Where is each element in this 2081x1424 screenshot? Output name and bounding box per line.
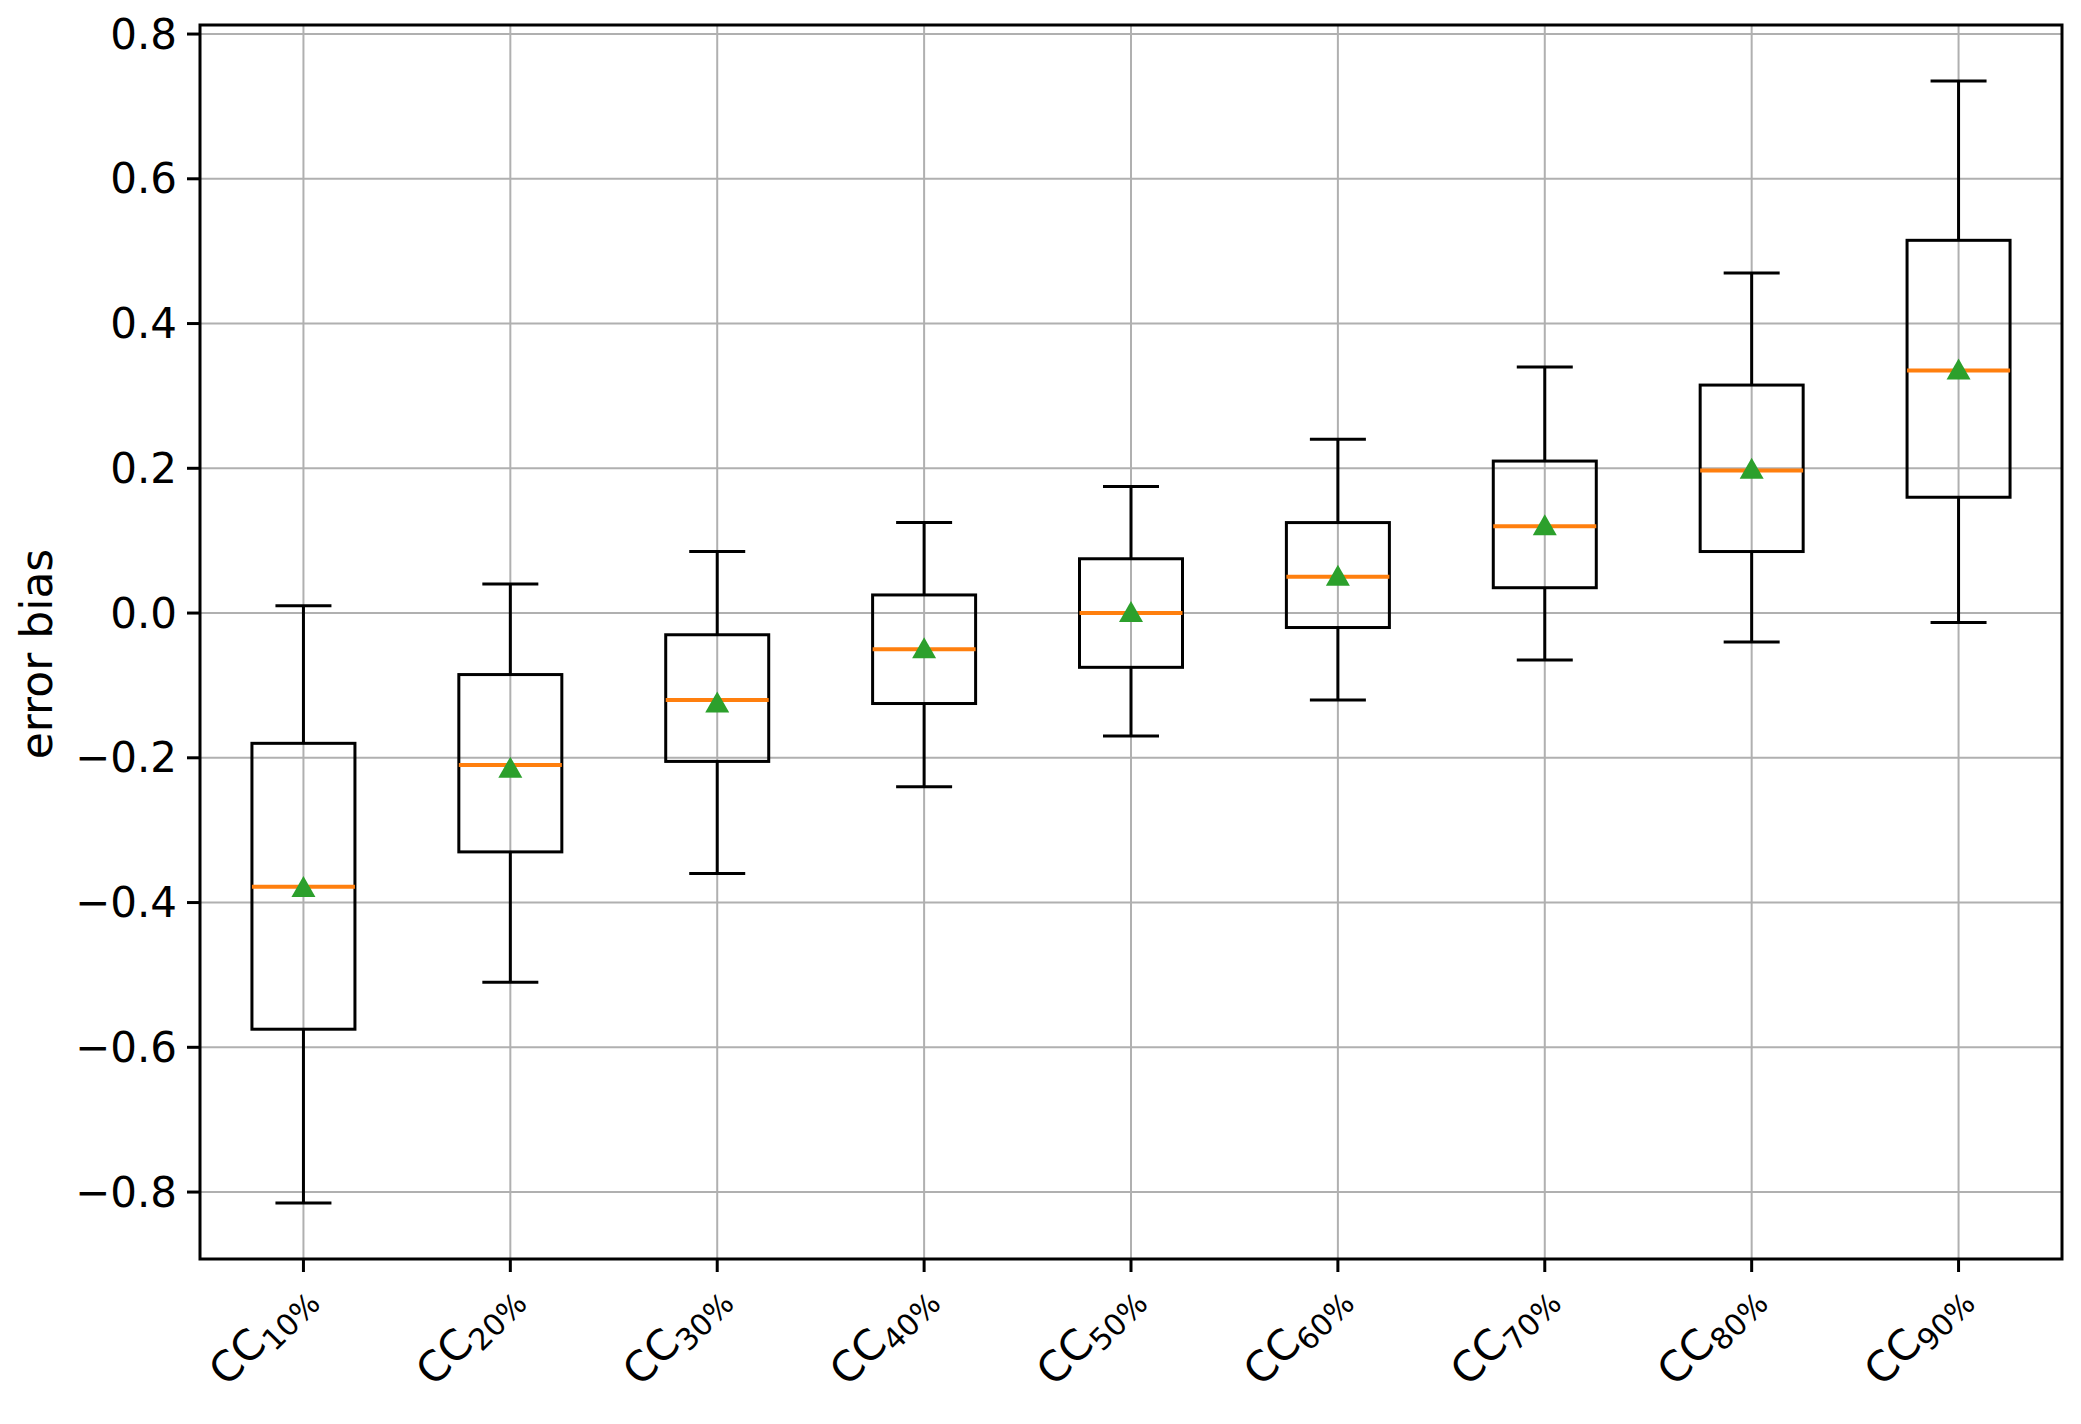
y-tick-label: −0.8: [75, 1168, 177, 1217]
y-tick-label: −0.6: [75, 1023, 177, 1072]
boxplot-figure: 0.80.60.40.20.0−0.2−0.4−0.6−0.8CC10%CC20…: [0, 0, 2081, 1424]
y-tick-label: 0.4: [110, 299, 177, 348]
y-axis-title: error bias: [11, 549, 62, 760]
y-tick-label: 0.0: [110, 589, 177, 638]
y-tick-label: 0.8: [110, 10, 177, 59]
y-tick-label: −0.2: [75, 733, 177, 782]
figure-background: [0, 0, 2081, 1424]
y-tick-label: −0.4: [75, 878, 177, 927]
y-tick-label: 0.2: [110, 444, 177, 493]
y-tick-label: 0.6: [110, 154, 177, 203]
plot-area: 0.80.60.40.20.0−0.2−0.4−0.6−0.8CC10%CC20…: [0, 0, 2081, 1424]
